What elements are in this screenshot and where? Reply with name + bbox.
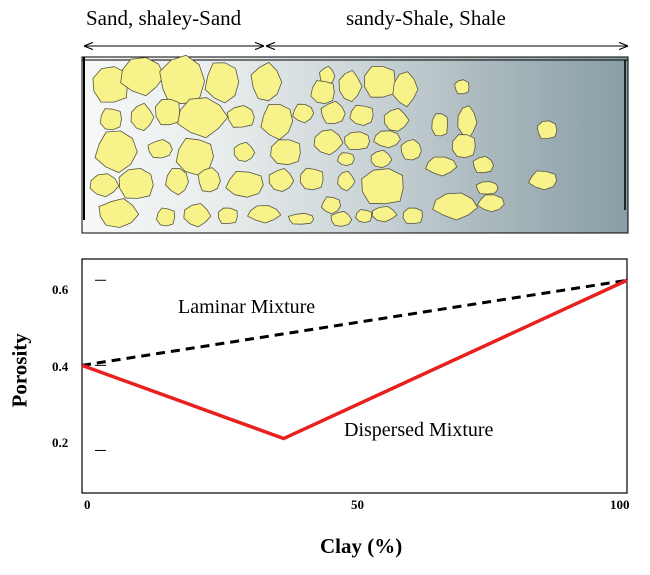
- sand-grain: [268, 167, 295, 192]
- sand-grain: [338, 69, 363, 102]
- sand-grain: [431, 113, 448, 137]
- sand-grain: [197, 167, 221, 193]
- sand-grain: [392, 71, 419, 108]
- x-axis-title: Clay (%): [320, 534, 403, 558]
- x-tick-label-0: 0: [84, 497, 91, 512]
- sand-grain: [337, 152, 355, 167]
- sand-grain: [536, 120, 558, 139]
- sand-grain: [165, 167, 189, 196]
- sand-grain: [320, 196, 342, 215]
- sand-grains: [89, 54, 558, 228]
- sand-grain: [94, 130, 138, 174]
- sand-grain: [217, 207, 238, 224]
- x-tick-label-50: 50: [351, 497, 364, 512]
- sand-grain: [226, 105, 255, 128]
- sand-grain: [349, 104, 374, 126]
- sand-grain: [364, 66, 396, 98]
- x-tick-label-100: 100: [610, 497, 630, 512]
- sand-grain: [250, 62, 283, 102]
- sand-range-label: Sand, shaley-Sand: [86, 6, 242, 30]
- shale-range-label: sandy-Shale, Shale: [346, 6, 506, 30]
- sand-grain: [177, 97, 229, 139]
- rock-sample: [81, 54, 629, 234]
- y-tick-label-0.6: 0.6: [52, 282, 69, 297]
- sand-grain: [92, 66, 128, 103]
- sand-grain: [330, 210, 353, 227]
- sand-grain: [344, 131, 371, 150]
- porosity-chart: [81, 258, 628, 494]
- sand-grain: [118, 167, 154, 199]
- sand-grain: [99, 108, 122, 131]
- y-ticks: [95, 279, 106, 451]
- sand-grain: [147, 139, 173, 159]
- sand-grain: [370, 149, 393, 169]
- sand-grain: [98, 198, 140, 228]
- y-tick-label-0.2: 0.2: [52, 435, 69, 450]
- sand-grain: [373, 130, 401, 149]
- series-lines: [81, 278, 628, 441]
- sand-grain: [313, 129, 344, 156]
- sand-grain: [299, 167, 324, 191]
- laminar-mixture-label: Laminar Mixture: [178, 296, 316, 318]
- sand-grain: [337, 170, 356, 192]
- sand-grain: [383, 107, 410, 132]
- dispersed-mixture-label: Dispersed Mixture: [344, 419, 494, 441]
- sand-grain: [402, 207, 423, 224]
- sand-grain: [154, 98, 181, 126]
- sand-grain: [425, 156, 458, 177]
- sand-grain: [156, 207, 175, 227]
- sand-grain: [183, 203, 212, 228]
- sand-grain: [361, 168, 404, 205]
- sand-grain: [204, 62, 240, 104]
- sand-grain: [260, 104, 294, 141]
- sand-grain: [292, 103, 315, 124]
- sand-grain: [432, 192, 479, 221]
- sand-grain: [175, 137, 214, 176]
- y-tick-label-0.4: 0.4: [52, 359, 69, 374]
- dispersed-mixture-line: [81, 278, 628, 441]
- y-axis-title: Porosity: [7, 333, 32, 408]
- plot-frame: [81, 258, 628, 494]
- sand-grain: [159, 54, 206, 105]
- sand-grain: [400, 139, 422, 161]
- sand-grain: [454, 79, 470, 95]
- sand-grain: [130, 102, 155, 132]
- sand-grain: [528, 170, 557, 191]
- sand-grain: [355, 209, 373, 224]
- laminar-mixture-line: [81, 278, 628, 367]
- sand-grain: [310, 80, 335, 105]
- sand-grain: [371, 205, 398, 223]
- sand-grain: [270, 139, 301, 166]
- sand-grain: [233, 141, 256, 162]
- sand-grain: [472, 155, 494, 174]
- sand-grain: [287, 212, 315, 225]
- sand-grain: [320, 100, 346, 125]
- sand-grain: [89, 173, 120, 198]
- sand-grain: [476, 194, 505, 213]
- sand-grain: [247, 205, 282, 224]
- sand-grain: [451, 134, 476, 159]
- sand-grain: [475, 181, 499, 195]
- sand-grain: [225, 170, 264, 198]
